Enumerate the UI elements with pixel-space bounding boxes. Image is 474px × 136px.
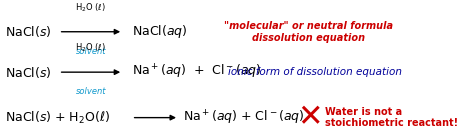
Text: NaCl($s$): NaCl($s$) [5, 24, 51, 39]
Text: H$_2$O ($\ell$): H$_2$O ($\ell$) [75, 1, 106, 14]
Text: Na$^+$($aq$)  +  Cl$^-$($aq$): Na$^+$($aq$) + Cl$^-$($aq$) [132, 63, 261, 81]
Text: ionic form of dissolution equation: ionic form of dissolution equation [228, 67, 402, 77]
Text: NaCl($aq$): NaCl($aq$) [132, 23, 187, 40]
Text: Na$^+$($aq$) + Cl$^-$($aq$): Na$^+$($aq$) + Cl$^-$($aq$) [183, 109, 305, 127]
Text: NaCl($s$) + H$_2$O($\ell$): NaCl($s$) + H$_2$O($\ell$) [5, 110, 110, 126]
Text: Water is not a
stoichiometric reactant!: Water is not a stoichiometric reactant! [325, 107, 458, 128]
Text: solvent: solvent [76, 87, 106, 96]
Text: "molecular" or neutral formula
dissolution equation: "molecular" or neutral formula dissoluti… [224, 21, 393, 43]
Text: H$_2$O ($\ell$): H$_2$O ($\ell$) [75, 42, 106, 55]
Text: ✕: ✕ [297, 103, 323, 132]
Text: NaCl($s$): NaCl($s$) [5, 65, 51, 80]
Text: solvent: solvent [76, 47, 106, 56]
